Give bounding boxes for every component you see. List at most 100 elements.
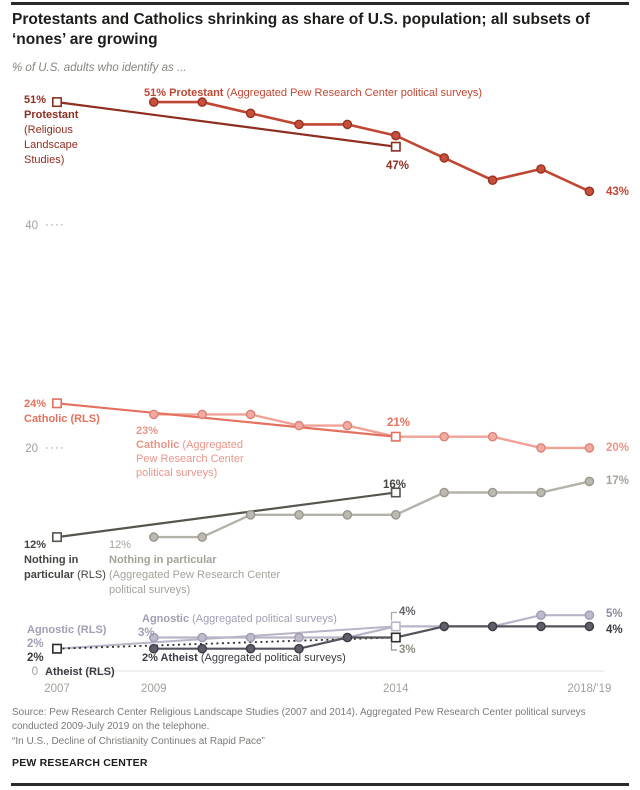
protestant-rls-name: Protestant <box>24 109 79 121</box>
nothing-agg-name: Nothing in particular <box>109 554 217 566</box>
nothing-agg-end-value: 17% <box>606 475 630 487</box>
atheist-agg-end-value: 4% <box>606 624 623 636</box>
agnostic-agg-name: Agnostic <box>142 613 190 625</box>
atheist-agg-marker <box>536 621 546 632</box>
catholic-rls-start-value: 24% <box>24 398 47 410</box>
label-connector-3pct <box>390 643 397 651</box>
protestant-agg-end-value: 43% <box>606 186 630 198</box>
top-rule <box>11 2 629 5</box>
catholic-agg-marker <box>487 431 498 442</box>
atheist-agg-start-value: 2% Atheist <box>142 652 198 664</box>
catholic-agg-source: (Aggregated Pew Research Center politica… <box>136 439 244 479</box>
catholic-agg-start-value: 23% <box>136 425 159 437</box>
x-tick-label: 2007 <box>44 683 70 695</box>
agnostic-agg-marker <box>245 632 256 643</box>
catholic-rls-line <box>56 402 396 438</box>
protestant-agg-label: 51% Protestant (Aggregated Pew Research C… <box>144 86 482 100</box>
label-connector-4pct <box>390 611 397 621</box>
agnostic-agg-end-value: 5% <box>606 608 623 620</box>
protestant-rls-marker <box>390 141 401 152</box>
atheist-agg-marker <box>439 621 450 632</box>
atheist-rls-2014-value: 3% <box>399 644 416 656</box>
atheist-agg-marker <box>148 643 159 654</box>
protestant-agg-start-value: 51% Protestant <box>144 87 224 99</box>
source-note: Source: Pew Research Center Religious La… <box>12 707 586 732</box>
nothing-rls-marker <box>390 487 401 498</box>
catholic-rls-marker <box>51 398 62 409</box>
atheist-rls-marker <box>390 632 401 643</box>
agnostic-agg-line <box>153 614 590 639</box>
nothing-agg-marker <box>342 509 353 520</box>
nothing-agg-source: (Aggregated Pew Research Center politica… <box>109 569 281 596</box>
agnostic-agg-marker <box>294 632 304 643</box>
agnostic-agg-marker <box>197 632 207 643</box>
nothing-agg-marker <box>439 487 450 498</box>
catholic-rls-name: Catholic (RLS) <box>24 413 100 425</box>
agnostic-rls-start-value: 2% <box>27 638 44 650</box>
nothing-agg-marker <box>245 509 256 520</box>
protestant-agg-marker <box>197 97 207 107</box>
catholic-agg-marker <box>536 443 546 453</box>
nothing-agg-marker <box>390 509 401 520</box>
x-tick-label: 2014 <box>383 683 409 695</box>
protestant-rls-label: 51% Protestant (Religious Landscape Stud… <box>24 93 78 168</box>
agnostic-agg-start-value: 3% <box>138 627 155 639</box>
catholic-rls-marker <box>390 431 401 442</box>
atheist-agg-marker <box>487 621 498 632</box>
nothing-agg-marker <box>536 487 546 498</box>
protestant-rls-source: (Religious Landscape Studies) <box>24 124 78 166</box>
nothing-agg-marker <box>148 532 159 542</box>
catholic-agg-marker <box>439 431 450 442</box>
y-tick-label: 20 <box>25 443 38 455</box>
protestant-rls-marker <box>51 97 62 108</box>
y-tick-label: 0 <box>32 666 38 678</box>
agnostic-agg-source: (Aggregated political surveys) <box>192 613 337 625</box>
protestant-agg-marker <box>148 97 159 107</box>
nothing-rls-line <box>56 491 396 539</box>
nothing-rls-marker <box>51 532 62 543</box>
atheist-agg-marker <box>245 643 256 654</box>
brand-name: PEW RESEARCH CENTER <box>12 757 148 769</box>
protestant-agg-marker <box>294 119 304 130</box>
nothing-rls-label: 12% Nothing in particular (RLS) <box>24 538 123 583</box>
chart-subtitle: % of U.S. adults who identify as ... <box>12 62 187 74</box>
atheist-agg-marker <box>197 643 207 654</box>
nothing-rls-2014-value: 16% <box>383 479 407 491</box>
protestant-agg-marker <box>536 164 546 174</box>
nothing-agg-marker <box>294 509 304 520</box>
catholic-agg-marker <box>245 409 256 420</box>
nothing-agg-marker <box>487 487 498 498</box>
catholic-agg-marker <box>197 409 207 420</box>
nothing-rls-name: Nothing in particular <box>24 554 79 581</box>
nothing-agg-marker <box>584 476 595 487</box>
atheist-rls-label: Atheist (RLS) <box>45 666 115 678</box>
protestant-agg-marker <box>390 130 401 141</box>
nothing-rls-start-value: 12% <box>24 539 47 551</box>
catholic-rls-2014-value: 21% <box>387 417 411 429</box>
atheist-agg-marker <box>342 632 353 643</box>
protestant-agg-marker <box>342 119 353 130</box>
agnostic-rls-2014-value: 4% <box>399 606 416 618</box>
catholic-agg-end-value: 20% <box>606 442 630 454</box>
protestant-rls-2014-value: 47% <box>386 160 410 172</box>
nothing-agg-line <box>153 480 590 539</box>
nothing-rls-source: (RLS) <box>77 569 106 581</box>
agnostic-agg-marker <box>584 610 595 621</box>
atheist-agg-marker <box>294 643 304 654</box>
atheist-agg-label: 2% Atheist (Aggregated political surveys) <box>142 651 346 665</box>
agnostic-rls-label: Agnostic (RLS) <box>27 624 107 636</box>
atheist-agg-line <box>153 625 590 650</box>
agnostic-agg-marker <box>536 610 546 621</box>
atheist-rls-start-value: 2% <box>27 652 44 664</box>
nothing-agg-marker <box>197 532 207 542</box>
atheist-agg-source: (Aggregated political surveys) <box>200 652 346 664</box>
catholic-agg-marker <box>342 420 353 431</box>
nothing-agg-start-value: 12% <box>109 539 132 551</box>
protestant-rls-start-value: 51% <box>24 94 47 106</box>
nothing-agg-label: 12% Nothing in particular (Aggregated Pe… <box>109 538 301 598</box>
x-tick-label: 2009 <box>141 683 167 695</box>
catholic-agg-marker <box>584 443 595 453</box>
catholic-agg-line <box>153 413 590 450</box>
catholic-agg-marker <box>148 409 159 420</box>
agnostic-agg-marker <box>148 632 159 643</box>
